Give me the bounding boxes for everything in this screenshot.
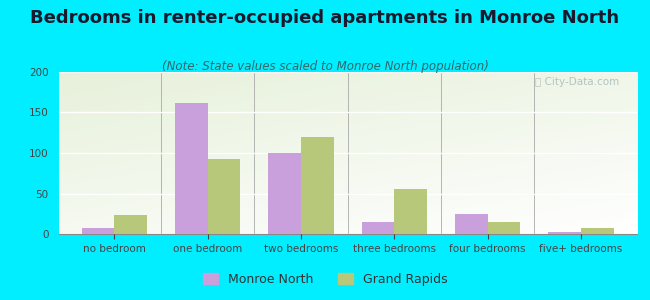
Text: Bedrooms in renter-occupied apartments in Monroe North: Bedrooms in renter-occupied apartments i… [31,9,619,27]
Bar [175,103,208,234]
Bar [268,153,301,234]
Text: (Note: State values scaled to Monroe North population): (Note: State values scaled to Monroe Nor… [162,60,488,73]
Bar [114,214,147,234]
Bar [301,137,333,234]
Bar [581,228,614,234]
Legend: Monroe North, Grand Rapids: Monroe North, Grand Rapids [198,268,452,291]
Bar [362,222,395,234]
Bar [82,227,114,234]
Bar [549,232,581,234]
Bar [455,214,488,234]
Bar [488,222,521,234]
Text: ⓘ City-Data.com: ⓘ City-Data.com [536,77,619,87]
Bar [395,189,427,234]
Bar [208,160,240,234]
